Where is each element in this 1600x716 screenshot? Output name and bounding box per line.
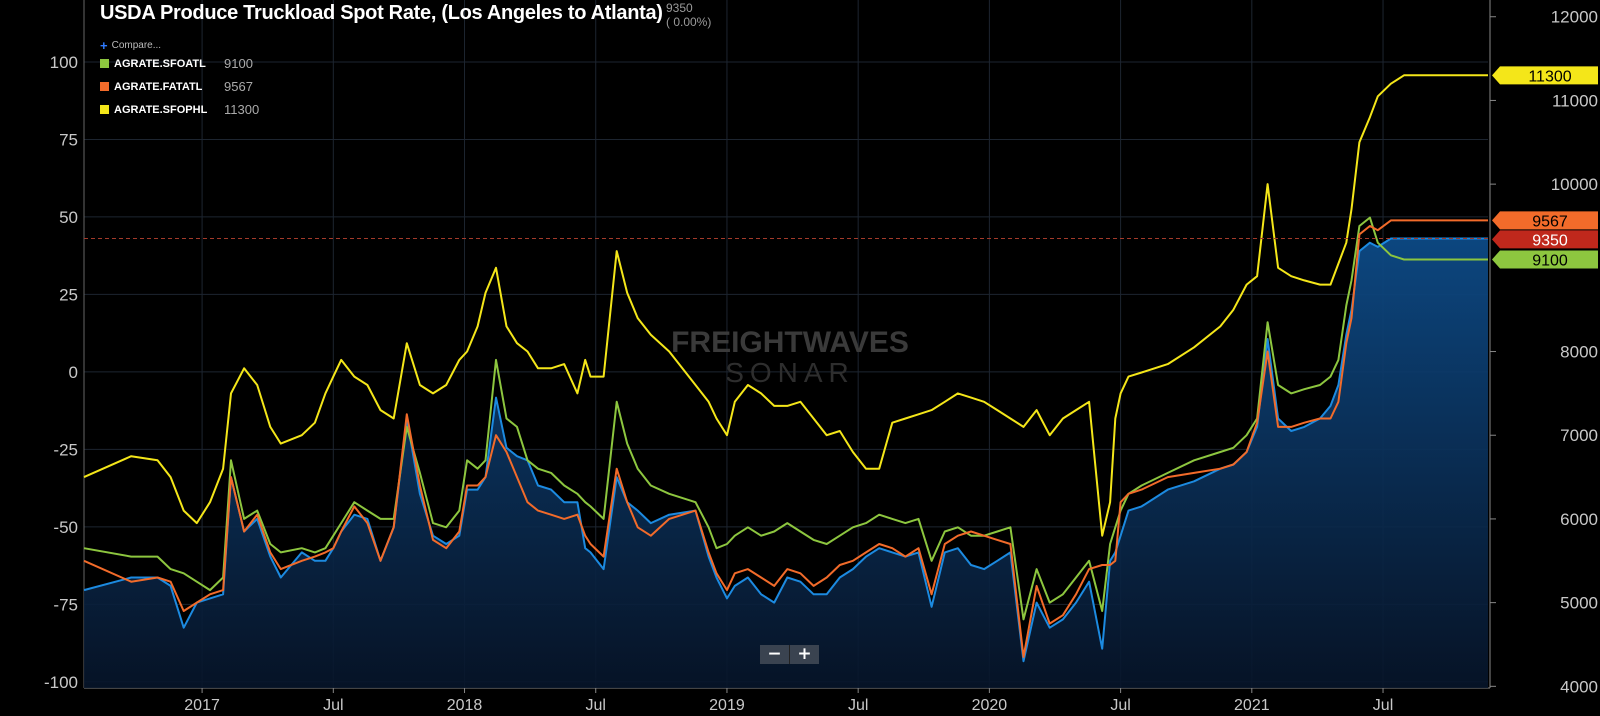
left-axis-tick-label: 50 [59, 208, 78, 227]
legend-swatch [100, 105, 109, 114]
legend-series-value: 9100 [224, 56, 253, 71]
title-value: 9350 [666, 1, 693, 15]
legend-series-name: AGRATE.SFOPHL [114, 103, 208, 116]
left-axis-tick-label: 0 [69, 363, 78, 382]
watermark-line1: FREIGHTWAVES [671, 326, 909, 359]
last-value-tag-label: 9100 [1532, 252, 1568, 269]
series-line-agrate-sfophl [83, 74, 1488, 537]
legend-swatch [100, 82, 109, 91]
legend-item-sfophl[interactable]: AGRATE.SFOPHL 11300 [100, 98, 259, 121]
zoom-controls: − + [760, 645, 819, 664]
last-value-tag-label: 9567 [1532, 213, 1568, 230]
legend-series-value: 9567 [224, 79, 253, 94]
right-axis-tick-label: 4000 [1560, 677, 1598, 696]
left-axis-tick-label: 75 [59, 130, 78, 149]
legend: + Compare... AGRATE.SFOATL 9100 AGRATE.F… [100, 38, 259, 121]
left-axis-tick-label: 100 [50, 53, 78, 72]
left-axis-tick-label: -50 [53, 518, 78, 537]
last-value-tag-label: 9350 [1532, 232, 1568, 249]
zoom-in-button[interactable]: + [790, 645, 819, 664]
right-axis-tick-label: 12000 [1551, 8, 1598, 27]
right-axis-tick-label: 7000 [1560, 426, 1598, 445]
chart-title: USDA Produce Truckload Spot Rate, (Los A… [100, 2, 663, 24]
watermark-line2: SONAR [725, 357, 855, 388]
legend-swatch [100, 59, 109, 68]
legend-series-name: AGRATE.FATATL [114, 80, 203, 93]
left-axis-tick-label: 25 [59, 285, 78, 304]
zoom-out-button[interactable]: − [760, 645, 790, 664]
left-axis-tick-label: -75 [53, 595, 78, 614]
series-line-primary [83, 237, 1488, 663]
x-axis-tick-label: 2020 [972, 697, 1008, 714]
last-value-tag [1492, 211, 1598, 230]
right-axis-tick-label: 10000 [1551, 175, 1598, 194]
series-line-agrate-sfoatl [83, 216, 1488, 621]
x-axis-tick-label: Jul [586, 697, 606, 714]
left-axis-tick-label: -100 [44, 673, 78, 692]
right-axis-tick-label: 8000 [1560, 343, 1598, 362]
last-value-tag [1492, 230, 1598, 249]
last-value-tag [1492, 66, 1598, 85]
last-value-tag-label: 11300 [1528, 68, 1571, 85]
plus-icon: + [100, 37, 108, 53]
series-area-fill [84, 238, 1488, 688]
x-axis-tick-label: Jul [1110, 697, 1130, 714]
left-axis-tick-label: -25 [53, 440, 78, 459]
title-change: ( 0.00%) [666, 15, 712, 29]
right-axis-tick-label: 6000 [1560, 510, 1598, 529]
legend-series-name: AGRATE.SFOATL [114, 57, 206, 70]
last-value-tag [1492, 250, 1598, 269]
x-axis-tick-label: 2021 [1234, 697, 1270, 714]
compare-label: Compare... [111, 39, 162, 51]
legend-series-value: 11300 [224, 102, 260, 117]
title-value-readout: 9350 ( 0.00%) [666, 1, 711, 29]
legend-item-fatatl[interactable]: AGRATE.FATATL 9567 [100, 75, 259, 98]
x-axis-tick-label: 2018 [447, 697, 483, 714]
x-axis-tick-label: 2017 [184, 697, 220, 714]
x-axis-tick-label: Jul [848, 697, 868, 714]
right-axis-tick-label: 5000 [1560, 594, 1598, 613]
x-axis-tick-label: 2019 [709, 697, 745, 714]
legend-item-sfoatl[interactable]: AGRATE.SFOATL 9100 [100, 52, 259, 75]
x-axis-tick-label: Jul [323, 697, 343, 714]
series-line-agrate-fatatl [83, 219, 1488, 658]
compare-button[interactable]: + Compare... [100, 37, 259, 53]
right-axis-tick-label: 11000 [1552, 91, 1598, 110]
x-axis-tick-label: Jul [1373, 697, 1393, 714]
